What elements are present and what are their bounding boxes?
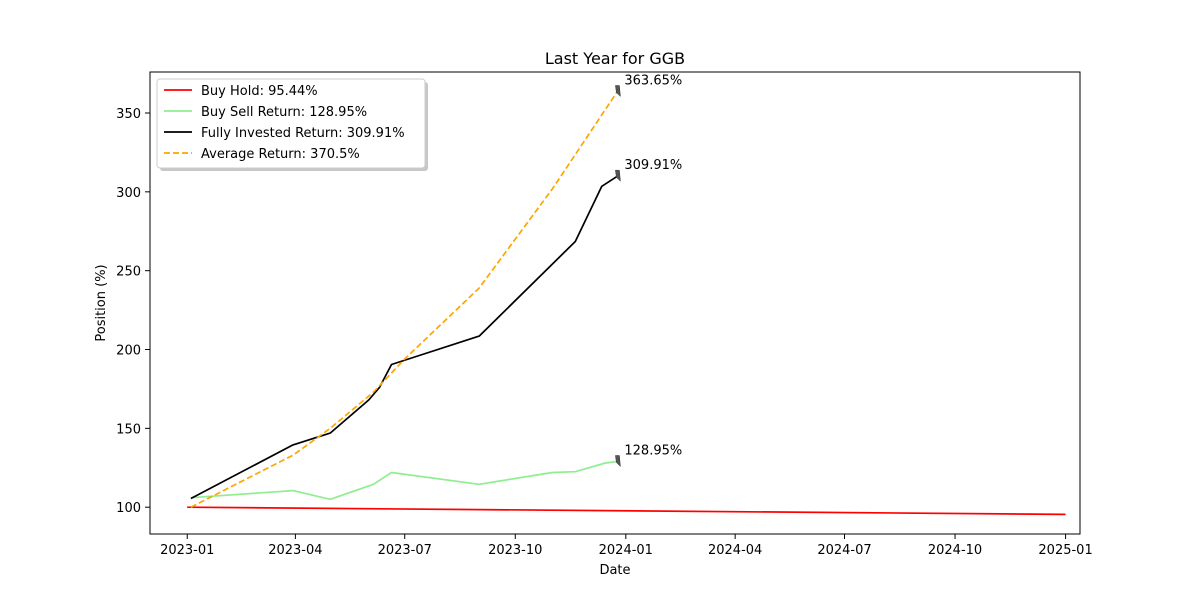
legend-label-0: Buy Hold: 95.44% (201, 84, 318, 99)
series-line-1 (190, 460, 618, 501)
end-marker-1 (615, 169, 621, 182)
legend-box (156, 78, 426, 169)
end-label-0: 363.65% (624, 73, 682, 88)
x-tick-label: 2023-04 (268, 543, 322, 558)
series-line-2 (190, 175, 618, 500)
axis-ticks: 2023-01 2023-04 2023-07 2023-10 2024-01 2024-… (116, 107, 1093, 558)
y-tick-label: 250 (116, 265, 141, 280)
x-axis-title: Date (599, 563, 630, 578)
y-tick-label: 300 (116, 186, 141, 201)
y-tick-label: 100 (116, 501, 141, 516)
end-marker-2 (615, 455, 621, 468)
x-tick-label: 2023-10 (488, 543, 542, 558)
end-label-2: 128.95% (624, 444, 682, 459)
legend-label-3: Average Return: 370.5% (201, 147, 360, 162)
y-tick-label: 150 (116, 422, 141, 437)
series-lines (187, 91, 1066, 516)
series-line-0 (187, 506, 1066, 516)
series-line-3 (190, 91, 619, 508)
y-tick-label: 350 (116, 107, 141, 122)
x-tick-label: 2023-07 (378, 543, 432, 558)
end-label-1: 309.91% (624, 158, 682, 173)
plot-frame (149, 71, 1081, 535)
x-tick-label: 2024-10 (928, 543, 982, 558)
y-tick-label: 200 (116, 344, 141, 359)
x-tick-label: 2024-01 (599, 543, 653, 558)
x-tick-label: 2024-04 (708, 543, 762, 558)
end-marker-0 (615, 85, 621, 98)
x-tick-label: 2024-07 (817, 543, 871, 558)
y-axis-title: Position (%) (94, 264, 109, 341)
end-markers: 363.65% 309.91% 128.95% (615, 73, 682, 468)
x-tick-label: 2023-01 (160, 543, 214, 558)
legend-label-2: Fully Invested Return: 309.91% (201, 126, 405, 141)
chart-title: Last Year for GGB (545, 49, 685, 68)
x-tick-label: 2025-01 (1038, 543, 1092, 558)
legend-label-1: Buy Sell Return: 128.95% (201, 105, 367, 120)
legend: Buy Hold: 95.44% Buy Sell Return: 128.95%… (156, 78, 428, 171)
